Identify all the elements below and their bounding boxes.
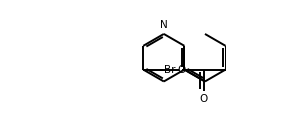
Text: Br: Br [164,65,175,75]
Text: O: O [178,65,186,75]
Text: O: O [199,94,208,104]
Text: N: N [160,20,168,30]
